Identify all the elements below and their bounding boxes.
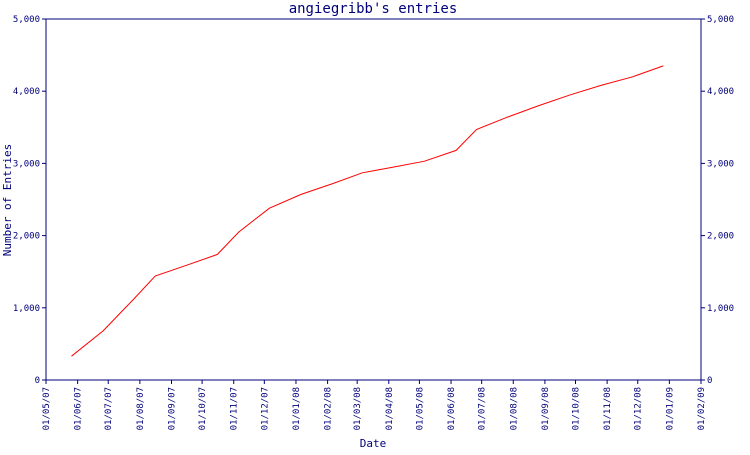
y-axis-label: Number of Entries [1, 144, 14, 257]
x-tick-label: 01/04/08 [385, 387, 395, 430]
y-tick-label-left: 2,000 [13, 232, 40, 242]
y-tick-label-right: 0 [707, 376, 712, 386]
x-tick-label: 01/10/08 [572, 387, 582, 430]
y-tick-label-left: 5,000 [13, 15, 40, 25]
x-axis-label: Date [360, 437, 387, 450]
x-tick-label: 01/07/07 [104, 387, 114, 430]
y-tick-label-right: 3,000 [707, 159, 734, 169]
x-tick-label: 01/03/08 [353, 387, 363, 430]
x-tick-label: 01/12/08 [634, 387, 644, 430]
x-tick-label: 01/08/08 [509, 387, 519, 430]
x-tick-label: 01/01/08 [292, 387, 302, 430]
x-tick-label: 01/06/07 [74, 387, 84, 430]
x-tick-label: 01/09/07 [167, 387, 177, 430]
x-tick-label: 01/08/07 [136, 387, 146, 430]
x-tick-label: 01/05/07 [42, 387, 52, 430]
x-tick-label: 01/07/08 [478, 387, 488, 430]
x-tick-label: 01/11/07 [230, 387, 240, 430]
axes [45, 18, 702, 381]
y-tick-label-right: 1,000 [707, 304, 734, 314]
x-tick-label: 01/10/07 [198, 387, 208, 430]
series-line [71, 65, 664, 357]
x-tick-label: 01/09/08 [541, 387, 551, 430]
y-tick-label-right: 5,000 [707, 15, 734, 25]
y-tick-label-right: 4,000 [707, 87, 734, 97]
x-tick-label: 01/05/08 [415, 387, 425, 430]
chart-title: angiegribb's entries [289, 1, 458, 17]
series-lines [71, 65, 664, 357]
y-tick-label-left: 3,000 [13, 159, 40, 169]
x-tick-label: 01/02/08 [324, 387, 334, 430]
x-tick-label: 01/02/09 [697, 387, 707, 430]
ticks: 0 0 1,000 1,000 2,000 2,000 3,000 3,000 4,000 4,0… [13, 15, 734, 430]
plot-frame [45, 18, 702, 381]
x-tick-label: 01/01/09 [665, 387, 675, 430]
y-tick-label-left: 1,000 [13, 304, 40, 314]
x-tick-label: 01/12/07 [260, 387, 270, 430]
y-tick-label-right: 2,000 [707, 232, 734, 242]
x-tick-label: 01/11/08 [603, 387, 613, 430]
x-tick-label: 01/06/08 [447, 387, 457, 430]
y-tick-label-left: 4,000 [13, 87, 40, 97]
y-tick-label-left: 0 [35, 376, 40, 386]
